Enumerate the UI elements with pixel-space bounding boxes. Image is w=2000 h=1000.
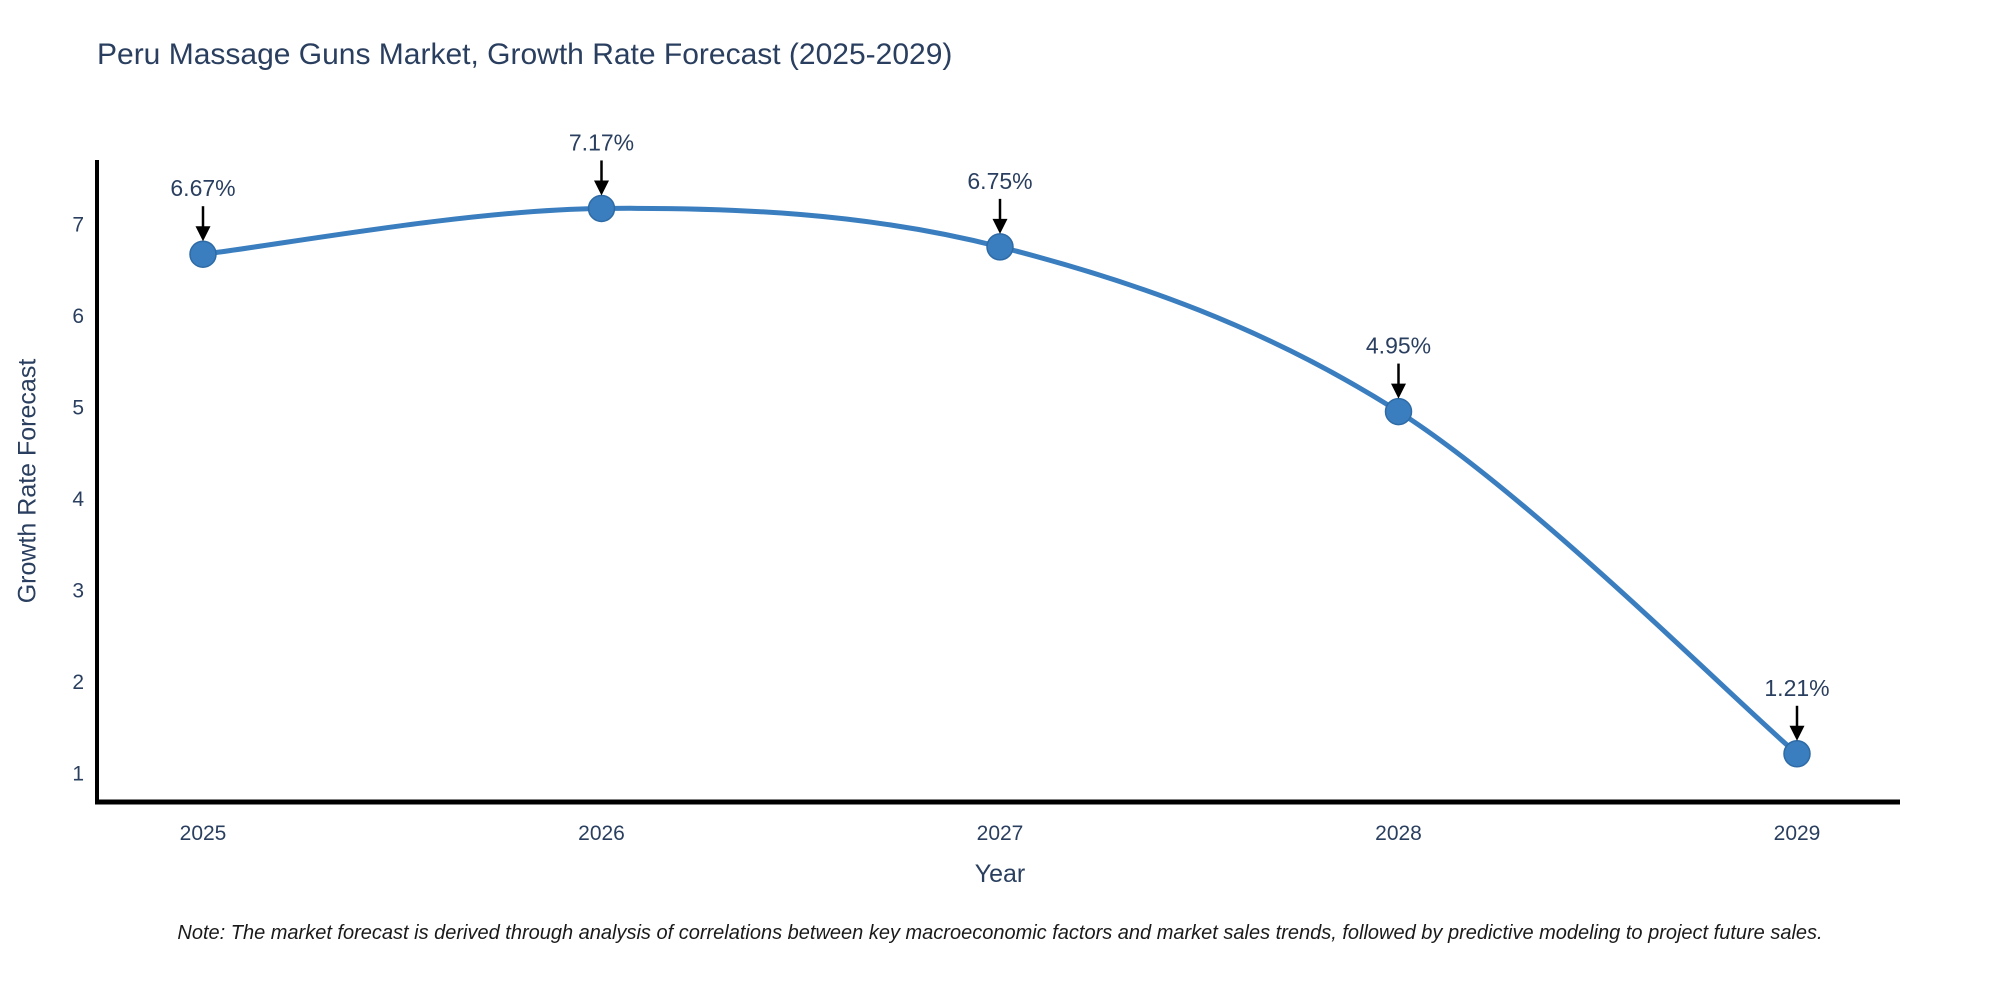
annotation-arrowhead xyxy=(1391,383,1406,399)
y-tick-label: 7 xyxy=(72,214,84,237)
point-annotation-label: 6.75% xyxy=(967,168,1032,194)
forecast-line xyxy=(200,205,1800,757)
annotation-arrowhead xyxy=(992,218,1008,234)
data-point-marker[interactable] xyxy=(986,233,1014,261)
point-annotation-label: 4.95% xyxy=(1366,333,1431,359)
y-tick-label: 5 xyxy=(72,397,84,420)
y-tick-label: 4 xyxy=(72,488,84,511)
x-tick-label: 2025 xyxy=(180,822,227,845)
annotation-arrowhead xyxy=(1789,725,1805,741)
data-point-marker[interactable] xyxy=(189,240,217,268)
y-tick-label: 3 xyxy=(72,580,84,603)
chart-title: Peru Massage Guns Market, Growth Rate Fo… xyxy=(97,38,953,71)
y-tick-label: 2 xyxy=(72,671,84,694)
x-tick-label: 2029 xyxy=(1774,822,1821,845)
x-axis-title: Year xyxy=(974,860,1026,888)
data-point-marker[interactable] xyxy=(1783,740,1811,768)
point-annotation-label: 6.67% xyxy=(170,175,235,201)
annotation-arrowhead xyxy=(594,180,609,196)
x-tick-label: 2026 xyxy=(578,822,625,845)
x-tick-label: 2027 xyxy=(977,822,1024,845)
y-axis-title: Growth Rate Forecast xyxy=(13,358,42,604)
data-point-marker[interactable] xyxy=(1384,397,1413,426)
footnote: Note: The market forecast is derived thr… xyxy=(177,922,1823,944)
point-annotation-label: 1.21% xyxy=(1764,675,1829,701)
annotation-arrowhead xyxy=(195,226,211,242)
y-tick-label: 1 xyxy=(72,763,84,786)
point-annotation-label: 7.17% xyxy=(569,129,634,155)
y-tick-label: 6 xyxy=(72,305,84,328)
data-point-marker[interactable] xyxy=(587,194,616,223)
x-tick-label: 2028 xyxy=(1375,822,1422,845)
